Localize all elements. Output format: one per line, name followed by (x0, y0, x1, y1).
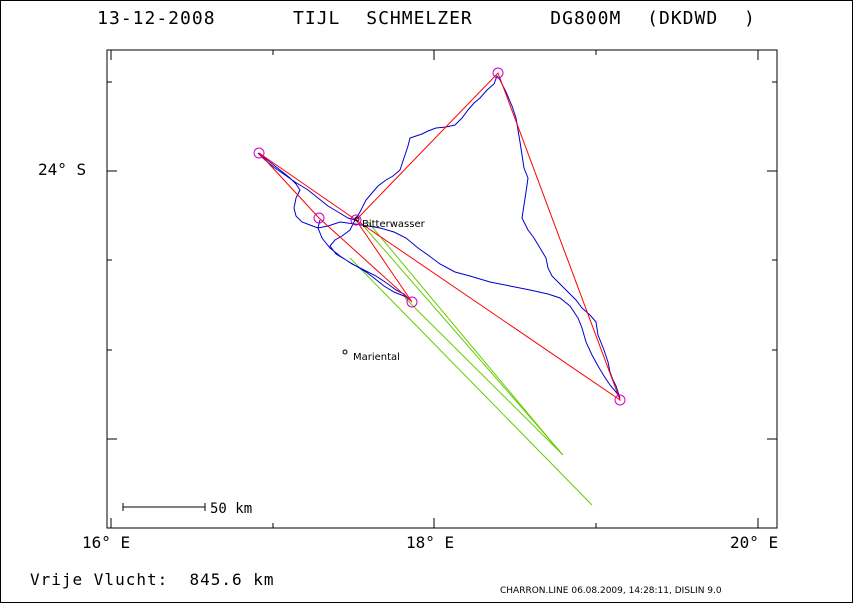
turnpoint-north (492, 67, 504, 79)
glider-type: DG800M (DKDWD ) (550, 8, 756, 29)
pilot-name: TIJL SCHMELZER (293, 8, 473, 29)
y-tick-label: 24° S (38, 160, 87, 179)
engine-track (349, 221, 593, 506)
flight-title: 13-12-2008 TIJL SCHMELZER DG800M (DKDWD … (0, 8, 853, 29)
plot-area (106, 49, 778, 529)
task-lines (258, 72, 622, 402)
distance-summary: Vrije Vlucht: 845.6 km (30, 570, 275, 589)
place-marker-icon (354, 216, 360, 222)
distance-value: 845.6 km (189, 570, 275, 589)
turnpoint-west (253, 147, 265, 159)
flight-track (257, 74, 621, 399)
axis-ticks (107, 50, 777, 528)
place-label-bitterwasser: Bitterwasser (362, 219, 426, 230)
turnpoint-markers (253, 67, 626, 406)
place-label-mariental: Mariental (353, 352, 400, 363)
place-marker-icon (342, 349, 348, 355)
turnpoint-start (350, 214, 362, 226)
scale-bar: 50 km (122, 501, 252, 517)
turnpoint-southwest (313, 212, 325, 224)
turnpoint-east (614, 394, 626, 406)
turnpoint-south (406, 296, 418, 308)
credits-text: CHARRON.LINE 06.08.2009, 14:28:11, DISLI… (500, 586, 722, 596)
x-tick-label: 18° E (406, 533, 455, 552)
place-bitterwasser: Bitterwasser (354, 216, 426, 230)
x-tick-label: 20° E (730, 533, 779, 552)
flight-date: 13-12-2008 (97, 8, 216, 29)
scale-bar-label: 50 km (210, 501, 252, 517)
x-tick-label: 16° E (82, 533, 131, 552)
distance-label: Vrije Vlucht: (30, 570, 169, 589)
place-mariental: Mariental (342, 349, 400, 363)
